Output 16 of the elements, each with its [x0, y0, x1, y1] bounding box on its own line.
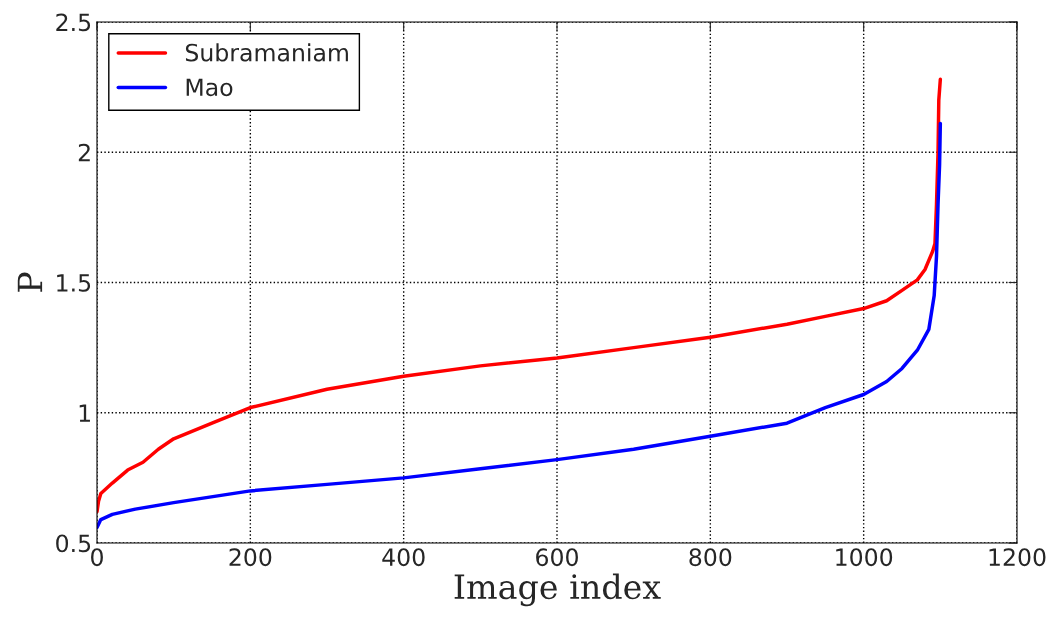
legend-label: Subramaniam — [185, 43, 348, 62]
x-axis-title: Image index — [454, 573, 661, 607]
y-tick-label: 2 — [78, 143, 90, 162]
y-tick-label: 1 — [79, 404, 90, 422]
legend-label: Mao — [186, 78, 233, 97]
x-tick-label: 600 — [536, 548, 578, 567]
y-tick-label: 2.5 — [56, 13, 91, 32]
x-tick-label: 1000 — [836, 548, 893, 567]
x-tick-label: 0 — [91, 548, 103, 567]
y-tick-label: 1.5 — [57, 274, 91, 292]
y-axis-title: P — [17, 272, 43, 292]
x-tick-label: 400 — [382, 548, 425, 567]
x-tick-label: 800 — [689, 548, 732, 567]
x-tick-label: 1200 — [989, 548, 1046, 567]
x-tick-label: 200 — [229, 548, 272, 567]
y-tick-label: 0.5 — [56, 534, 91, 553]
